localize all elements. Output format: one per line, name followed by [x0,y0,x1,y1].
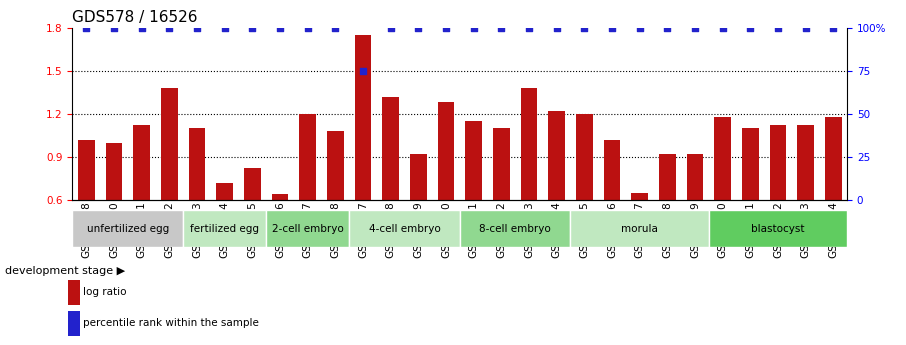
Bar [183,210,266,247]
Bar [161,88,178,200]
Bar [576,114,593,200]
Bar [521,88,537,200]
Point [522,25,536,30]
Point [245,25,259,30]
Point [577,25,592,30]
Bar [548,111,565,200]
Text: morula: morula [622,224,658,234]
Bar [327,131,343,200]
Point [107,25,121,30]
Bar [825,117,842,200]
Point [494,25,508,30]
Text: unfertilized egg: unfertilized egg [87,224,169,234]
Text: fertilized egg: fertilized egg [190,224,259,234]
Bar [354,35,371,200]
Text: development stage ▶: development stage ▶ [5,266,125,276]
Bar [272,194,288,200]
Point [189,25,204,30]
Bar [68,311,80,336]
Bar [708,210,847,247]
Bar [659,154,676,200]
Point [549,25,564,30]
Bar [493,128,509,200]
Point [301,25,315,30]
Bar [603,140,621,200]
Point [162,25,177,30]
Bar [742,128,758,200]
Bar [769,125,786,200]
Bar [299,114,316,200]
Bar [266,210,349,247]
Point [826,25,841,30]
Bar [466,121,482,200]
Bar [68,279,80,305]
Bar [72,210,183,247]
Text: 2-cell embryo: 2-cell embryo [272,224,343,234]
Bar [133,125,149,200]
Point [632,25,647,30]
Bar [687,154,703,200]
Bar [714,117,731,200]
Bar [459,210,571,247]
Bar [631,193,648,200]
Point [217,25,232,30]
Point [134,25,149,30]
Point [688,25,702,30]
Point [439,25,453,30]
Bar [349,210,459,247]
Text: blastocyst: blastocyst [751,224,805,234]
Text: 4-cell embryo: 4-cell embryo [369,224,440,234]
Bar [188,128,206,200]
Text: percentile rank within the sample: percentile rank within the sample [83,318,259,328]
Bar [410,154,427,200]
Bar [244,168,261,200]
Text: 8-cell embryo: 8-cell embryo [479,224,551,234]
Point [467,25,481,30]
Point [604,25,619,30]
Point [356,68,371,73]
Point [79,25,93,30]
Bar [217,183,233,200]
Bar [438,102,454,200]
Bar [571,210,708,247]
Point [411,25,426,30]
Bar [78,140,94,200]
Point [328,25,342,30]
Point [383,25,398,30]
Text: log ratio: log ratio [83,287,127,297]
Point [716,25,730,30]
Point [771,25,786,30]
Text: GDS578 / 16526: GDS578 / 16526 [72,10,198,25]
Bar [382,97,399,200]
Bar [106,142,122,200]
Point [743,25,757,30]
Point [798,25,813,30]
Point [273,25,287,30]
Point [660,25,675,30]
Bar [797,125,814,200]
